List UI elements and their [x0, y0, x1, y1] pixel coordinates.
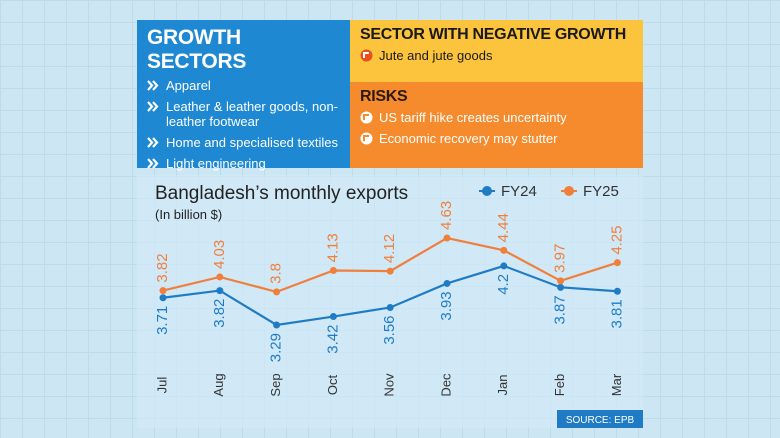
data-label: 3.93 — [438, 291, 455, 320]
growth-panel: GROWTH SECTORS Apparel Leather & leather … — [137, 20, 350, 171]
data-label: 3.8 — [268, 263, 285, 284]
data-point — [500, 262, 508, 270]
bullet-icon — [147, 101, 159, 112]
chevron — [147, 158, 154, 169]
data-point — [500, 246, 508, 254]
x-tick-label: Jan — [495, 375, 510, 396]
list-item: US tariff hike creates uncertainty — [360, 110, 633, 125]
bullet-icon — [360, 49, 373, 62]
chart-panel — [137, 175, 643, 428]
chevron — [152, 80, 159, 91]
x-tick-label: Oct — [325, 375, 340, 396]
legend-label: FY24 — [501, 183, 537, 200]
x-tick-label: Jul — [154, 377, 169, 394]
list-item: Home and specialised textiles — [147, 135, 340, 150]
data-point — [557, 283, 565, 291]
negative-list: Jute and jute goods — [360, 48, 633, 63]
icon-arrow — [363, 114, 369, 120]
data-label: 3.81 — [608, 299, 625, 328]
data-label: 3.56 — [381, 315, 398, 344]
icon-arrow — [363, 52, 369, 58]
x-tick-label: Feb — [552, 374, 567, 396]
growth-title: GROWTH SECTORS — [147, 26, 247, 73]
data-point — [159, 294, 167, 302]
item-text: Light engineering — [166, 156, 266, 171]
bullet-icon — [360, 111, 373, 124]
bullet-icon — [147, 80, 159, 91]
data-point — [329, 266, 337, 274]
chevron — [152, 158, 159, 169]
legend-marker — [482, 186, 492, 196]
data-label: 3.42 — [324, 325, 341, 354]
data-point — [557, 277, 565, 285]
data-point — [443, 234, 451, 242]
data-label: 4.03 — [211, 240, 228, 269]
data-label: 4.25 — [608, 225, 625, 254]
x-tick-label: Mar — [609, 373, 624, 396]
data-point — [613, 259, 621, 267]
bullet-icon — [147, 158, 159, 169]
data-label: 3.82 — [211, 299, 228, 328]
negative-panel: SECTOR WITH NEGATIVE GROWTH Jute and jut… — [350, 20, 643, 82]
data-point — [386, 267, 394, 275]
item-text: Apparel — [166, 78, 211, 93]
chart-title: Bangladesh’s monthly exports — [155, 183, 408, 204]
item-text: Home and specialised textiles — [166, 135, 338, 150]
bullet-icon — [360, 132, 373, 145]
risks-title: RISKS — [360, 88, 408, 105]
data-label: 3.97 — [552, 244, 569, 273]
x-tick-label: Aug — [211, 373, 226, 396]
data-label: 4.13 — [324, 233, 341, 262]
list-item: Economic recovery may stutter — [360, 131, 633, 146]
risks-list: US tariff hike creates uncertainty Econom… — [360, 110, 633, 146]
data-label: 4.63 — [438, 201, 455, 230]
data-label: 3.87 — [552, 295, 569, 324]
data-point — [159, 287, 167, 295]
bullet-icon — [147, 137, 159, 148]
growth-list: Apparel Leather & leather goods, non-leat… — [147, 78, 340, 171]
x-tick-label: Dec — [438, 373, 453, 397]
item-text: Leather & leather goods, non-leather foo… — [166, 99, 339, 129]
risks-panel: RISKS US tariff hike creates uncertainty… — [350, 82, 643, 168]
data-point — [273, 321, 281, 329]
data-point — [216, 273, 224, 281]
data-label: 3.82 — [154, 253, 171, 282]
list-item: Jute and jute goods — [360, 48, 633, 63]
data-label: 3.29 — [268, 333, 285, 362]
source: SOURCE: EPB — [566, 415, 635, 426]
list-item: Leather & leather goods, non-leather foo… — [147, 99, 340, 129]
data-label: 3.71 — [154, 306, 171, 335]
item-text: US tariff hike creates uncertainty — [379, 110, 567, 125]
data-label: 4.2 — [495, 274, 512, 295]
data-label: 4.44 — [495, 213, 512, 242]
data-label: 4.12 — [381, 234, 398, 263]
item-text: Jute and jute goods — [379, 48, 493, 63]
data-point — [273, 288, 281, 296]
data-point — [329, 313, 337, 321]
chart-subtitle: (In billion $) — [155, 207, 222, 222]
list-item: Apparel — [147, 78, 340, 93]
chevron — [152, 101, 159, 112]
chevron — [147, 137, 154, 148]
item-text: Economic recovery may stutter — [379, 131, 558, 146]
data-point — [386, 303, 394, 311]
x-tick-label: Nov — [382, 373, 397, 397]
chevron — [147, 80, 154, 91]
data-point — [613, 287, 621, 295]
icon-arrow — [363, 135, 369, 141]
legend-marker — [564, 186, 574, 196]
list-item: Light engineering — [147, 156, 340, 171]
source-box — [557, 410, 643, 428]
chevron — [147, 101, 154, 112]
negative-title: SECTOR WITH NEGATIVE GROWTH — [360, 26, 626, 43]
x-tick-label: Sep — [268, 373, 283, 396]
chevron — [152, 137, 159, 148]
legend-label: FY25 — [583, 183, 619, 200]
data-point — [443, 279, 451, 287]
data-point — [216, 287, 224, 295]
